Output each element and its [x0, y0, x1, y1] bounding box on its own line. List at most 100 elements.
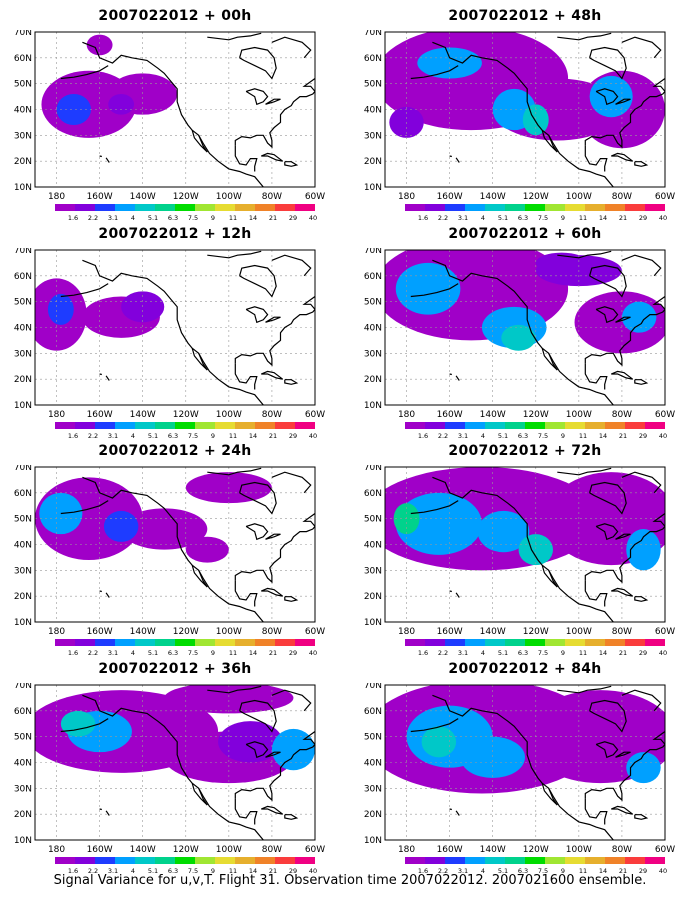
- coastline: [99, 155, 102, 158]
- map-plot: 70N 60N 50N 40N 30N 20N 10N 180 160W 140W 120W 100W…: [14, 683, 325, 875]
- coastline: [621, 471, 662, 494]
- colorbar-label: 9: [561, 432, 565, 440]
- lon-tick-label: 140W: [480, 845, 506, 855]
- lon-tick-label: 60W: [655, 627, 675, 637]
- colorbar-label: 7.5: [538, 432, 548, 440]
- colorbar-label: 9: [561, 214, 565, 222]
- colorbar-label: 11: [229, 867, 237, 875]
- coastline: [265, 316, 281, 323]
- colorbar-label: 9: [561, 867, 565, 875]
- colorbar-label: 5.1: [148, 649, 158, 657]
- colorbar-swatch: [505, 639, 525, 646]
- lat-tick-label: 20N: [364, 592, 382, 602]
- lon-tick-label: 80W: [612, 410, 632, 420]
- variance-contour: [108, 94, 135, 115]
- colorbar-label: 40: [659, 214, 667, 222]
- colorbar-swatch: [625, 204, 645, 211]
- panel-title: 2007022012 + 12h: [98, 226, 252, 242]
- colorbar-label: 21: [269, 649, 277, 657]
- colorbar-label: 29: [289, 649, 297, 657]
- colorbar-label: 3.1: [458, 649, 468, 657]
- colorbar-swatch: [55, 422, 75, 429]
- colorbar-label: 1.6: [68, 867, 78, 875]
- colorbar-swatch: [235, 204, 255, 211]
- lon-tick-label: 160W: [87, 192, 113, 202]
- colorbar-swatch: [425, 422, 445, 429]
- coastline: [615, 751, 631, 758]
- lon-tick-label: 160W: [437, 410, 463, 420]
- lon-tick-label: 120W: [173, 410, 199, 420]
- colorbar-label: 6.3: [518, 649, 528, 657]
- colorbar-label: 5.1: [498, 649, 508, 657]
- coastline: [621, 254, 662, 277]
- colorbar-label: 1.6: [68, 214, 78, 222]
- coastline: [557, 250, 612, 259]
- coastline: [634, 596, 649, 602]
- colorbar-label: 6.3: [518, 432, 528, 440]
- coastline: [207, 685, 262, 694]
- plot-frame: [384, 249, 666, 406]
- colorbar-label: 5.1: [148, 432, 158, 440]
- colorbar-swatch: [645, 857, 665, 864]
- plot-frame: [34, 249, 316, 406]
- colorbar-swatch: [215, 422, 235, 429]
- colorbar-swatch: [545, 422, 565, 429]
- coastline: [314, 469, 315, 471]
- coastline: [664, 469, 665, 471]
- variance-contour: [185, 536, 229, 563]
- colorbar-swatch: [485, 204, 505, 211]
- colorbar-swatch: [625, 422, 645, 429]
- colorbar-swatch: [235, 422, 255, 429]
- colorbar-swatch: [525, 204, 545, 211]
- colorbar-swatch: [55, 204, 75, 211]
- lat-tick-label: 50N: [364, 733, 382, 743]
- colorbar-label: 11: [229, 649, 237, 657]
- lon-tick-label: 80W: [262, 845, 282, 855]
- lat-tick-label: 50N: [14, 515, 32, 525]
- colorbar-swatch: [75, 422, 95, 429]
- colorbar-swatch: [425, 639, 445, 646]
- colorbar-label: 6.3: [518, 214, 528, 222]
- lat-tick-label: 50N: [14, 298, 32, 308]
- lat-tick-label: 40N: [364, 541, 382, 551]
- lon-tick-label: 160W: [87, 845, 113, 855]
- lat-tick-label: 20N: [14, 375, 32, 385]
- lon-tick-label: 120W: [523, 410, 549, 420]
- coastline: [610, 587, 634, 597]
- coastline: [207, 467, 262, 476]
- colorbar-swatch: [275, 857, 295, 864]
- coastline: [245, 306, 269, 324]
- colorbar-label: 7.5: [538, 649, 548, 657]
- lon-tick-label: 160W: [87, 627, 113, 637]
- colorbar-swatch: [645, 204, 665, 211]
- colorbar-swatch: [255, 857, 275, 864]
- coastline: [239, 699, 277, 733]
- lat-tick-label: 60N: [14, 54, 32, 64]
- colorbar-label: 7.5: [538, 214, 548, 222]
- panel-title: 2007022012 + 36h: [98, 661, 252, 677]
- coastline: [541, 348, 558, 371]
- lon-tick-label: 160W: [437, 627, 463, 637]
- coastline: [432, 694, 614, 840]
- colorbar-swatch: [215, 857, 235, 864]
- colorbar-swatch: [565, 422, 585, 429]
- lon-tick-label: 100W: [566, 627, 592, 637]
- colorbar-swatch: [525, 422, 545, 429]
- coastline: [99, 590, 102, 593]
- colorbar-swatch: [215, 639, 235, 646]
- coastline: [191, 783, 208, 806]
- colorbar-swatch: [155, 422, 175, 429]
- coastline: [82, 41, 264, 187]
- panel-title: 2007022012 + 72h: [448, 443, 602, 459]
- colorbar-swatch: [195, 857, 215, 864]
- coastline: [664, 687, 665, 689]
- colorbar-swatch: [525, 857, 545, 864]
- colorbar-swatch: [175, 422, 195, 429]
- coastline: [584, 512, 665, 584]
- lat-tick-label: 40N: [14, 106, 32, 116]
- coastline: [271, 689, 312, 712]
- coastline: [234, 145, 258, 172]
- coastline: [234, 798, 258, 825]
- colorbar-label: 5.1: [148, 867, 158, 875]
- coastline: [595, 306, 619, 324]
